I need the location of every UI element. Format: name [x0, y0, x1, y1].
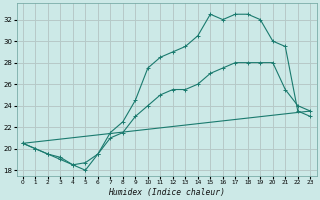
X-axis label: Humidex (Indice chaleur): Humidex (Indice chaleur)	[108, 188, 225, 197]
